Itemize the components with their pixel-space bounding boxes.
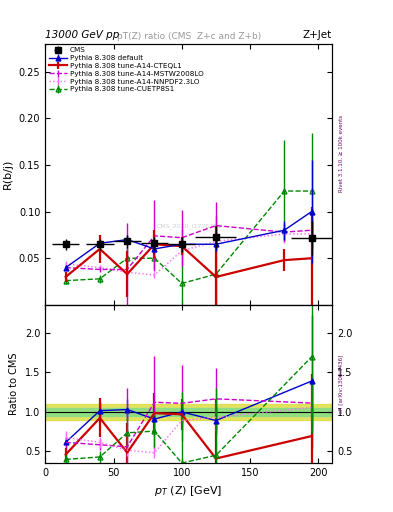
Title: pT(Z) ratio (CMS  Z+c and Z+b): pT(Z) ratio (CMS Z+c and Z+b) — [116, 32, 261, 41]
Y-axis label: Ratio to CMS: Ratio to CMS — [9, 353, 19, 415]
Text: Rivet 3.1.10, ≥ 100k events: Rivet 3.1.10, ≥ 100k events — [339, 115, 344, 192]
Legend: CMS, Pythia 8.308 default, Pythia 8.308 tune-A14-CTEQL1, Pythia 8.308 tune-A14-M: CMS, Pythia 8.308 default, Pythia 8.308 … — [48, 46, 205, 94]
Y-axis label: R(b/j): R(b/j) — [3, 159, 13, 189]
Text: ch [arXiv:1306.3436]: ch [arXiv:1306.3436] — [339, 355, 344, 413]
Text: 13000 GeV pp: 13000 GeV pp — [45, 30, 119, 40]
Text: CMS_2020_I1776768: CMS_2020_I1776768 — [156, 224, 221, 229]
Bar — [45, 404, 332, 420]
Bar — [45, 408, 332, 416]
X-axis label: $p_T$ (Z) [GeV]: $p_T$ (Z) [GeV] — [154, 484, 223, 498]
Text: Z+Jet: Z+Jet — [303, 30, 332, 40]
